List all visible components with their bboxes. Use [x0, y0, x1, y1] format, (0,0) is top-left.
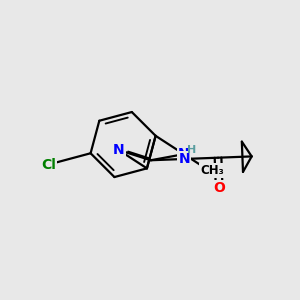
- Text: N: N: [113, 143, 124, 157]
- Text: N: N: [178, 147, 190, 161]
- Text: Cl: Cl: [41, 158, 56, 172]
- Text: N: N: [178, 152, 190, 166]
- Text: CH₃: CH₃: [200, 164, 224, 177]
- Text: O: O: [213, 181, 225, 195]
- Text: H: H: [187, 145, 196, 154]
